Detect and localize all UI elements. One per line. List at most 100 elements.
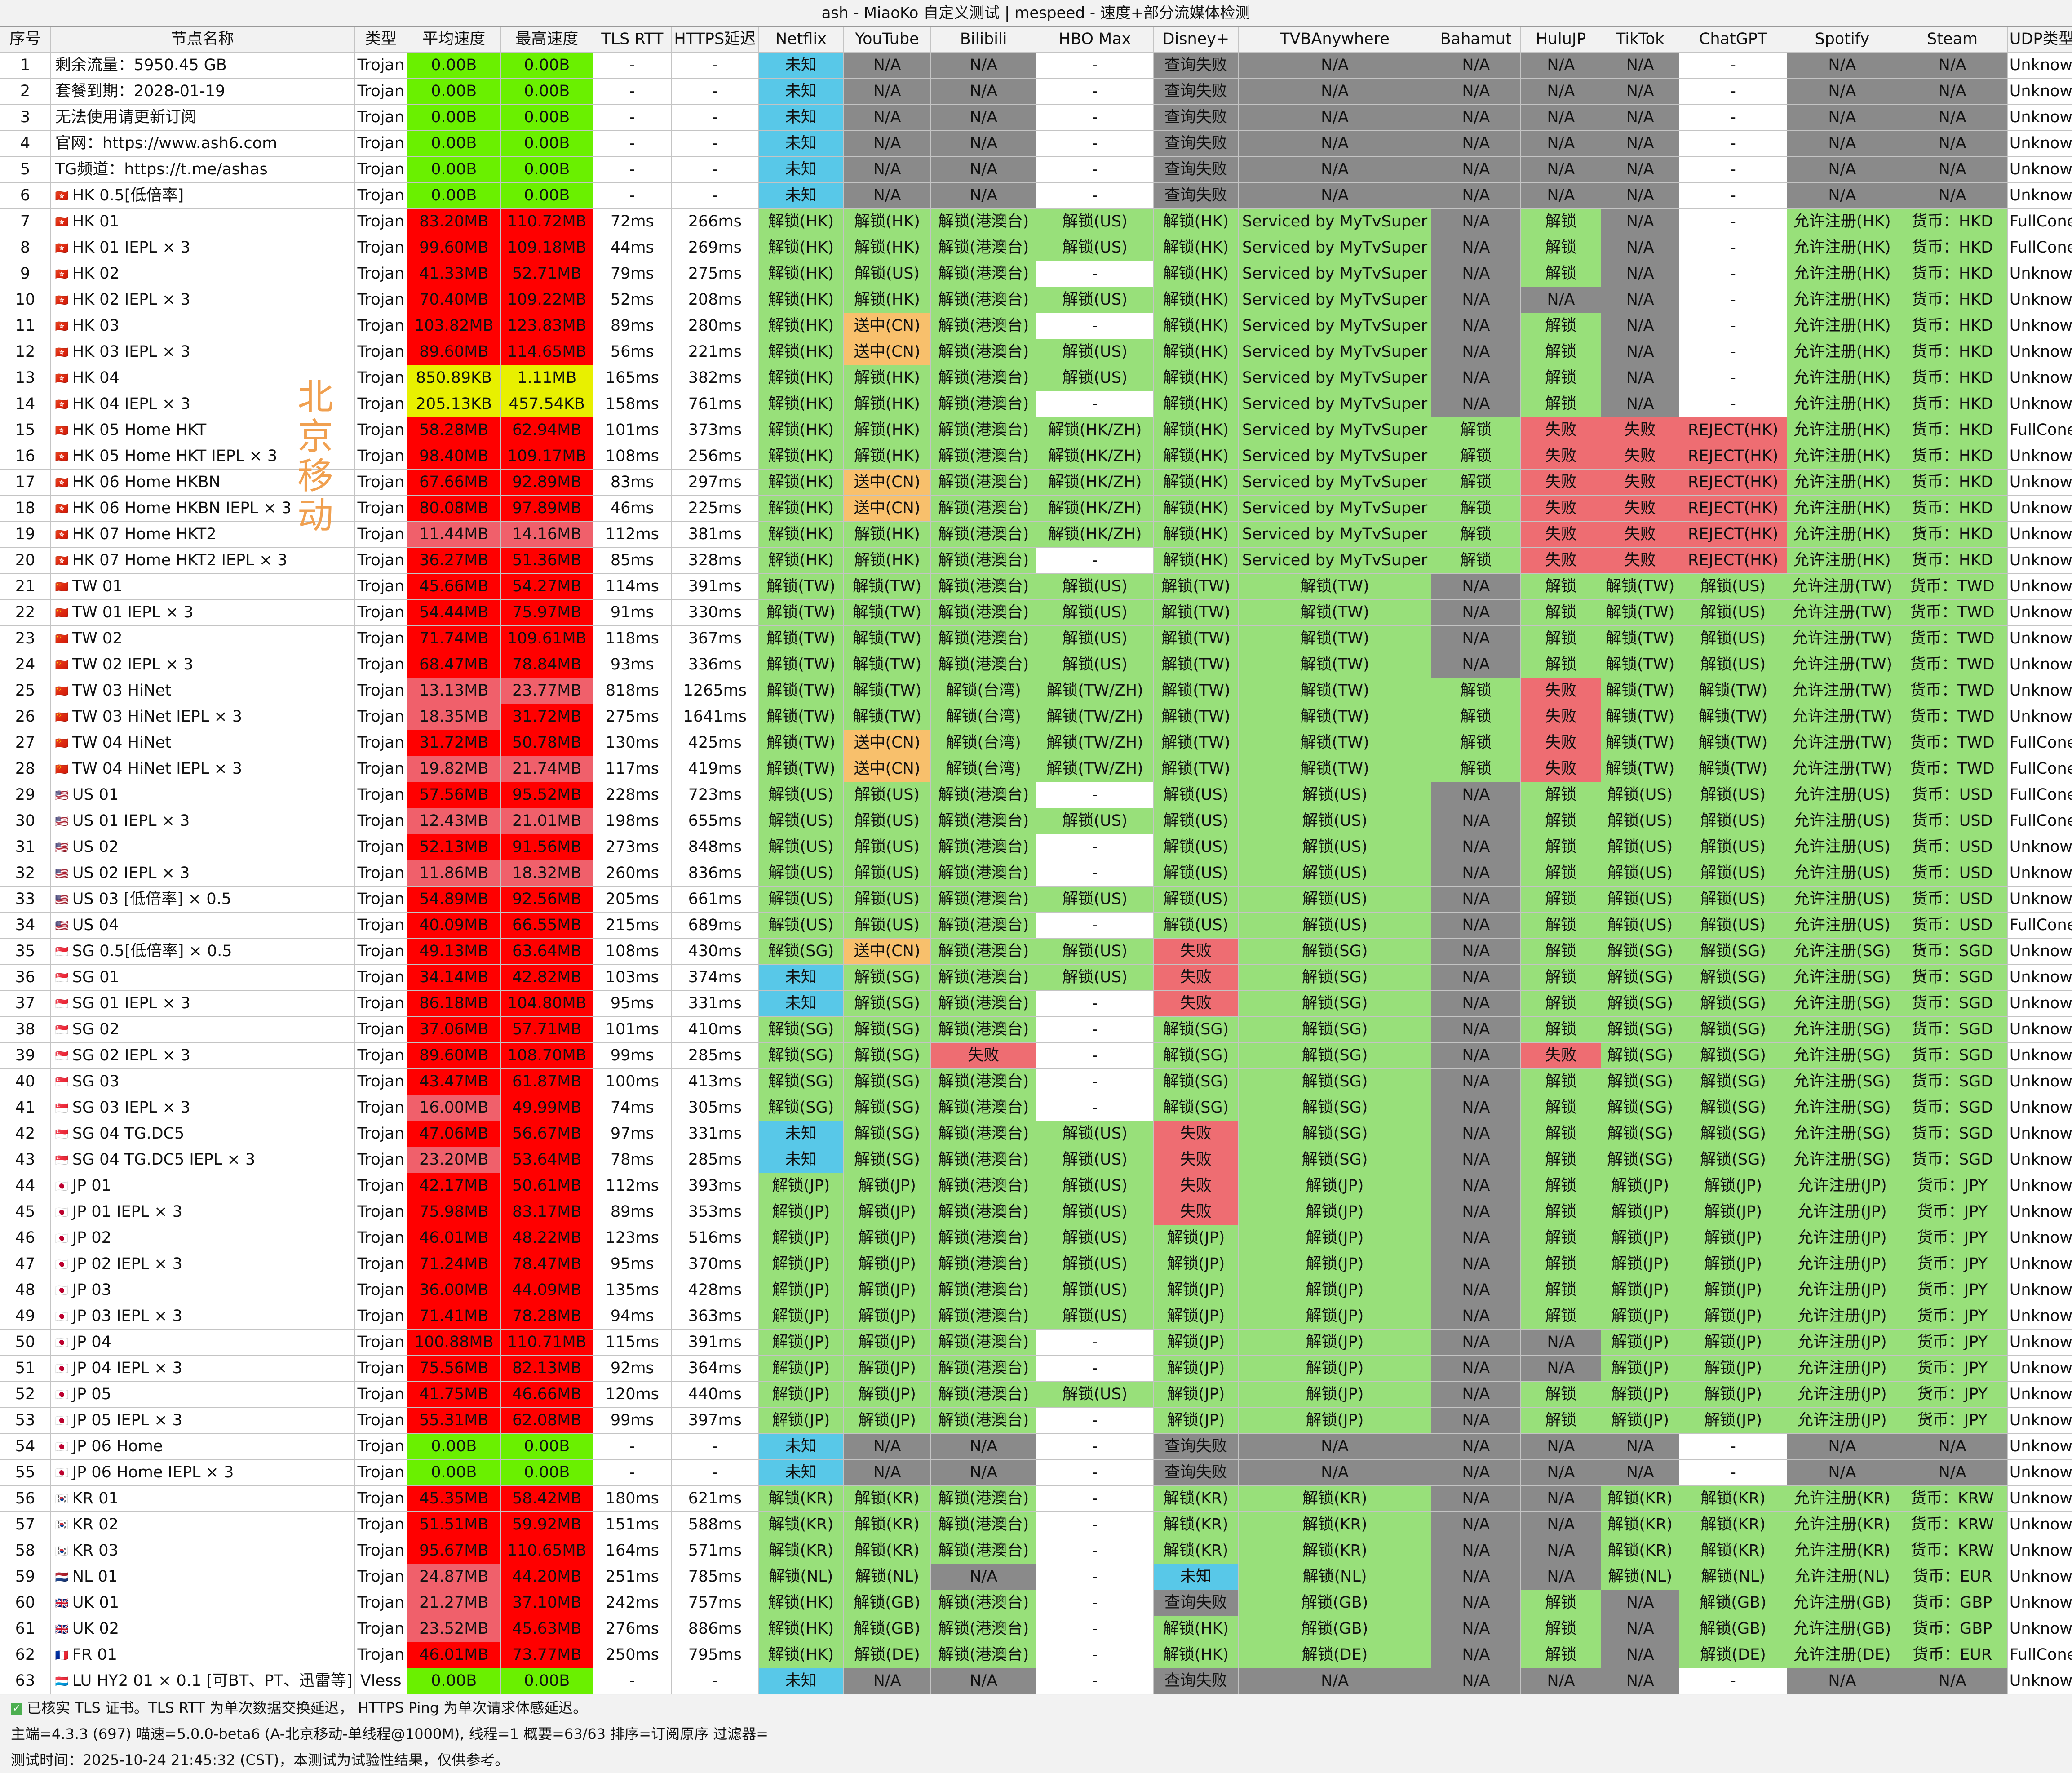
node-type: Trojan bbox=[354, 1251, 408, 1277]
bahamut-status: 解锁 bbox=[1431, 417, 1521, 443]
https-latency: 266ms bbox=[671, 208, 759, 235]
node-name-cell: 🇭🇰 HK 02 IEPL × 3 bbox=[50, 287, 355, 313]
node-type: Trojan bbox=[354, 313, 408, 339]
hulu-status: 解锁 bbox=[1520, 1225, 1602, 1251]
udp-type: Unknown bbox=[2007, 78, 2072, 105]
node-type: Trojan bbox=[354, 990, 408, 1017]
spotify-status: 允许注册(HK) bbox=[1787, 495, 1898, 522]
tiktok-status: 解锁(JP) bbox=[1601, 1303, 1680, 1330]
chatgpt-status: 解锁(JP) bbox=[1679, 1407, 1788, 1434]
tls-rtt: 52ms bbox=[593, 287, 672, 313]
disney-status: 解锁(SG) bbox=[1153, 1095, 1239, 1121]
max-speed: 0.00B bbox=[500, 182, 593, 209]
steam-status: 货币：USD bbox=[1897, 886, 2008, 913]
netflix-status: 解锁(TW) bbox=[758, 599, 844, 626]
flag-icon: 🇺🇸 bbox=[55, 919, 69, 932]
netflix-status: 未知 bbox=[758, 1459, 844, 1486]
row-index: 33 bbox=[0, 886, 51, 913]
tvb-status: 解锁(JP) bbox=[1238, 1277, 1432, 1303]
node-name: HK 01 bbox=[72, 213, 120, 230]
disney-status: 失败 bbox=[1153, 1199, 1239, 1225]
node-type: Trojan bbox=[354, 547, 408, 574]
spotify-status: 允许注册(SG) bbox=[1787, 1042, 1898, 1069]
tls-rtt: 89ms bbox=[593, 313, 672, 339]
steam-status: N/A bbox=[1897, 156, 2008, 183]
table-row: 29 🇺🇸 US 01 Trojan 57.56MB 95.52MB 228ms 723ms 解… bbox=[0, 782, 2072, 808]
netflix-status: 未知 bbox=[758, 1668, 844, 1694]
chatgpt-status: - bbox=[1679, 104, 1788, 131]
disney-status: 解锁(TW) bbox=[1153, 756, 1239, 782]
disney-status: 解锁(TW) bbox=[1153, 573, 1239, 600]
chatgpt-status: 解锁(SG) bbox=[1679, 938, 1788, 965]
spotify-status: N/A bbox=[1787, 182, 1898, 209]
bilibili-status: 解锁(港澳台) bbox=[930, 235, 1037, 261]
udp-type: Unknown bbox=[2007, 964, 2072, 991]
bilibili-status: 解锁(港澳台) bbox=[930, 1329, 1037, 1356]
node-type: Trojan bbox=[354, 678, 408, 704]
bilibili-status: N/A bbox=[930, 52, 1037, 79]
bilibili-status: 解锁(港澳台) bbox=[930, 417, 1037, 443]
hbo-status: - bbox=[1036, 990, 1154, 1017]
tiktok-status: 失败 bbox=[1601, 417, 1680, 443]
max-speed: 62.94MB bbox=[500, 417, 593, 443]
https-latency: - bbox=[671, 52, 759, 79]
tiktok-status: 解锁(JP) bbox=[1601, 1251, 1680, 1277]
tvb-status: 解锁(SG) bbox=[1238, 1042, 1432, 1069]
hulu-status: 解锁 bbox=[1520, 1407, 1602, 1434]
bahamut-status: N/A bbox=[1431, 860, 1521, 886]
youtube-status: N/A bbox=[843, 1459, 931, 1486]
tls-rtt: 151ms bbox=[593, 1511, 672, 1538]
udp-type: Unknown bbox=[2007, 678, 2072, 704]
chatgpt-status: 解锁(US) bbox=[1679, 625, 1788, 652]
disney-status: 查询失败 bbox=[1153, 78, 1239, 105]
flag-icon: 🇨🇳 bbox=[55, 659, 69, 671]
hulu-status: 解锁 bbox=[1520, 391, 1602, 417]
netflix-status: 解锁(HK) bbox=[758, 287, 844, 313]
hulu-status: N/A bbox=[1520, 1355, 1602, 1382]
column-header: HBO Max bbox=[1036, 27, 1154, 53]
avg-speed: 36.00MB bbox=[407, 1277, 501, 1303]
hbo-status: 解锁(US) bbox=[1036, 1251, 1154, 1277]
chatgpt-status: 解锁(US) bbox=[1679, 886, 1788, 913]
https-latency: 367ms bbox=[671, 625, 759, 652]
spotify-status: N/A bbox=[1787, 78, 1898, 105]
bahamut-status: N/A bbox=[1431, 1225, 1521, 1251]
max-speed: 44.09MB bbox=[500, 1277, 593, 1303]
youtube-status: 解锁(HK) bbox=[843, 391, 931, 417]
row-index: 7 bbox=[0, 208, 51, 235]
https-latency: - bbox=[671, 130, 759, 157]
node-type: Trojan bbox=[354, 652, 408, 678]
node-type: Vless bbox=[354, 1668, 408, 1694]
node-name: HK 03 IEPL × 3 bbox=[72, 343, 190, 361]
udp-type: Unknown bbox=[2007, 182, 2072, 209]
disney-status: 解锁(TW) bbox=[1153, 652, 1239, 678]
bilibili-status: 解锁(港澳台) bbox=[930, 1199, 1037, 1225]
https-latency: 661ms bbox=[671, 886, 759, 913]
hulu-status: 解锁 bbox=[1520, 834, 1602, 860]
table-row: 34 🇺🇸 US 04 Trojan 40.09MB 66.55MB 215ms 689ms 解… bbox=[0, 912, 2072, 939]
node-name: 无法使用请更新订阅 bbox=[55, 108, 197, 126]
chatgpt-status: REJECT(HK) bbox=[1679, 547, 1788, 574]
node-name: JP 03 bbox=[72, 1281, 111, 1299]
udp-type: FullCone bbox=[2007, 808, 2072, 834]
hulu-status: 解锁 bbox=[1520, 1095, 1602, 1121]
tvb-status: 解锁(GB) bbox=[1238, 1590, 1432, 1616]
https-latency: 848ms bbox=[671, 834, 759, 860]
table-row: 48 🇯🇵 JP 03 Trojan 36.00MB 44.09MB 135ms 428ms 解… bbox=[0, 1277, 2072, 1303]
column-header: UDP类型 bbox=[2007, 27, 2072, 53]
tls-rtt: 78ms bbox=[593, 1147, 672, 1173]
flag-icon: 🇸🇬 bbox=[55, 1050, 69, 1062]
steam-status: 货币：HKD bbox=[1897, 365, 2008, 391]
bahamut-status: 解锁 bbox=[1431, 730, 1521, 756]
steam-status: N/A bbox=[1897, 104, 2008, 131]
tvb-status: 解锁(SG) bbox=[1238, 938, 1432, 965]
column-header: Bilibili bbox=[930, 27, 1037, 53]
netflix-status: 未知 bbox=[758, 182, 844, 209]
steam-status: 货币：SGD bbox=[1897, 1068, 2008, 1095]
row-index: 39 bbox=[0, 1042, 51, 1069]
udp-type: Unknown bbox=[2007, 1251, 2072, 1277]
hulu-status: 解锁 bbox=[1520, 1016, 1602, 1043]
steam-status: 货币：JPY bbox=[1897, 1251, 2008, 1277]
bahamut-status: N/A bbox=[1431, 599, 1521, 626]
node-name-cell: 🇭🇰 HK 03 IEPL × 3 bbox=[50, 339, 355, 365]
